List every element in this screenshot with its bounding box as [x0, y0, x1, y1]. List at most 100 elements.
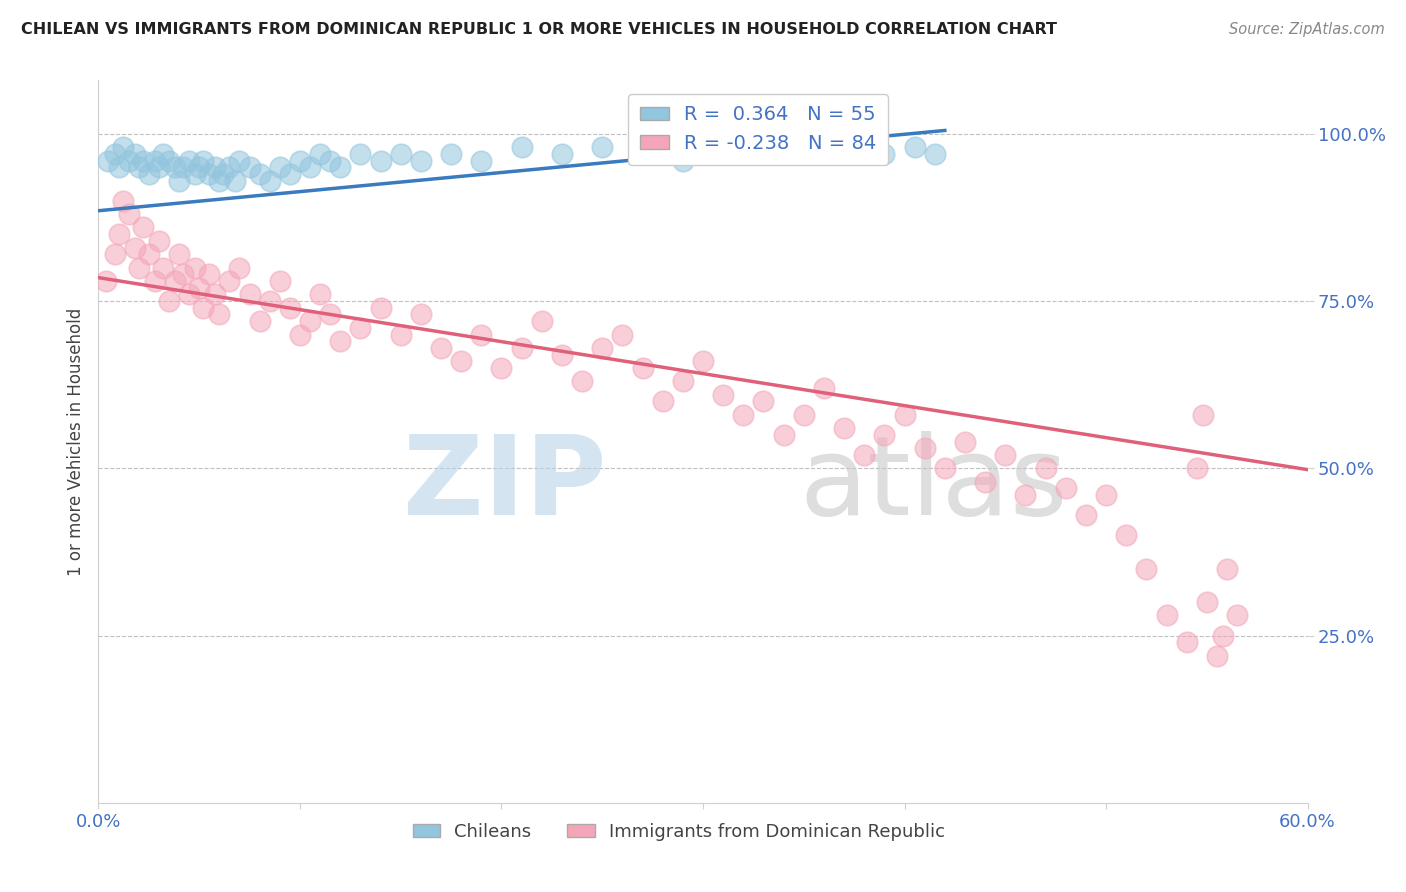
Point [832, 140, 855, 154]
Point [914, 442, 936, 455]
Point [152, 147, 174, 161]
Point [329, 334, 352, 349]
Point [167, 247, 190, 261]
Text: Source: ZipAtlas.com: Source: ZipAtlas.com [1229, 22, 1385, 37]
Point [430, 341, 453, 355]
Point [193, 301, 215, 315]
Point [188, 161, 211, 175]
Point [470, 327, 492, 342]
Point [924, 147, 946, 161]
Point [470, 153, 492, 168]
Point [309, 147, 332, 161]
Point [349, 147, 371, 161]
Point [1074, 508, 1097, 523]
Y-axis label: 1 or more Vehicles in Household: 1 or more Vehicles in Household [66, 308, 84, 575]
Point [612, 327, 634, 342]
Point [148, 234, 170, 248]
Point [198, 167, 221, 181]
Point [974, 475, 997, 489]
Point [1054, 482, 1077, 496]
Point [288, 153, 311, 168]
Point [994, 448, 1017, 462]
Point [188, 281, 211, 295]
Point [163, 161, 186, 175]
Point [269, 161, 291, 175]
Point [97, 153, 120, 168]
Point [118, 207, 141, 221]
Point [269, 274, 291, 288]
Point [179, 153, 201, 168]
Point [208, 307, 231, 322]
Point [143, 153, 166, 168]
Point [319, 153, 342, 168]
Text: CHILEAN VS IMMIGRANTS FROM DOMINICAN REPUBLIC 1 OR MORE VEHICLES IN HOUSEHOLD CO: CHILEAN VS IMMIGRANTS FROM DOMINICAN REP… [21, 22, 1057, 37]
Point [163, 274, 186, 288]
Point [259, 294, 281, 309]
Text: ZIP: ZIP [404, 432, 606, 539]
Point [873, 147, 896, 161]
Point [218, 161, 240, 175]
Point [370, 153, 392, 168]
Point [793, 408, 815, 422]
Point [204, 161, 226, 175]
Point [733, 408, 755, 422]
Point [309, 287, 332, 301]
Point [1226, 608, 1249, 623]
Point [124, 241, 146, 255]
Point [138, 167, 160, 181]
Point [692, 354, 714, 368]
Point [370, 301, 392, 315]
Point [1185, 461, 1208, 475]
Point [711, 147, 734, 161]
Point [218, 274, 240, 288]
Point [228, 260, 250, 275]
Point [299, 161, 322, 175]
Point [772, 427, 794, 442]
Point [1216, 562, 1239, 576]
Point [953, 434, 976, 449]
Point [299, 314, 322, 328]
Point [389, 327, 412, 342]
Point [118, 153, 141, 168]
Point [1212, 628, 1234, 642]
Point [491, 361, 513, 376]
Point [349, 321, 371, 335]
Point [179, 287, 201, 301]
Point [409, 153, 432, 168]
Point [711, 387, 734, 401]
Point [813, 381, 835, 395]
Point [143, 274, 166, 288]
Point [138, 247, 160, 261]
Point [510, 341, 533, 355]
Point [1095, 488, 1118, 502]
Point [288, 327, 311, 342]
Point [111, 194, 134, 208]
Point [1175, 635, 1198, 649]
Point [329, 161, 352, 175]
Point [249, 167, 271, 181]
Point [1191, 408, 1213, 422]
Point [904, 140, 927, 154]
Point [198, 268, 221, 282]
Point [1035, 461, 1057, 475]
Point [107, 227, 129, 242]
Point [148, 161, 170, 175]
Point [172, 268, 194, 282]
Point [239, 287, 262, 301]
Point [152, 260, 174, 275]
Point [571, 375, 593, 389]
Point [228, 153, 250, 168]
Point [672, 375, 695, 389]
Point [319, 307, 342, 322]
Point [278, 167, 301, 181]
Point [208, 173, 231, 188]
Legend: Chileans, Immigrants from Dominican Republic: Chileans, Immigrants from Dominican Repu… [405, 815, 952, 848]
Point [651, 394, 673, 409]
Point [631, 147, 654, 161]
Point [128, 260, 150, 275]
Point [853, 448, 876, 462]
Point [591, 140, 613, 154]
Text: atlas: atlas [800, 432, 1069, 539]
Point [389, 147, 412, 161]
Point [249, 314, 271, 328]
